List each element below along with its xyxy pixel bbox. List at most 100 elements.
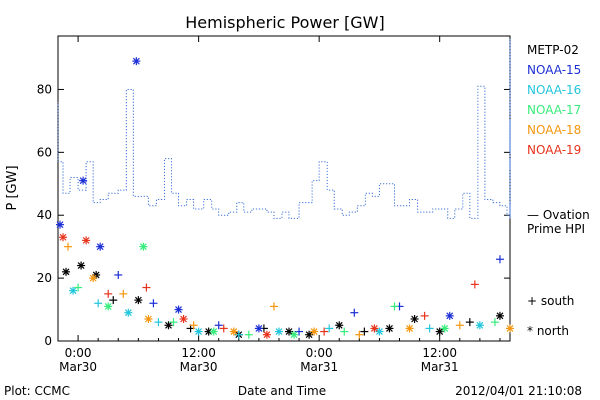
data-point [285,327,294,336]
plot-timestamp: 2012/04/01 21:10:08 [455,384,582,398]
data-point [410,314,419,323]
data-point [104,289,113,298]
data-point [82,236,91,245]
ovation-legend: — Ovation Prime HPI [527,208,590,236]
y-axis-label: P [GW] [5,165,20,210]
data-point [475,321,484,330]
data-point [229,327,238,336]
data-point [189,321,198,330]
data-point [114,270,123,279]
data-point [340,327,349,336]
x-axis-label: Date and Time [238,384,326,398]
data-point [62,267,71,276]
data-point [325,324,334,333]
data-point [124,308,133,317]
data-point [132,57,141,66]
y-tick-label: 20 [37,271,52,285]
data-point [470,280,479,289]
x-tick-label-time: 0:00 [65,346,92,360]
data-point [142,283,151,292]
data-point [209,327,218,336]
data-point [355,330,364,339]
data-point [262,330,271,339]
legend: METP-02 NOAA-15 NOAA-16 NOAA-17 NOAA-18 NOAA-… [527,43,581,157]
y-axis-ticks: 0 20 40 60 80 [37,82,510,348]
legend-entry: NOAA-19 [527,143,581,157]
data-point [360,327,369,336]
data-point [179,314,188,323]
data-point [104,302,113,311]
data-point [219,324,228,333]
data-point [94,299,103,308]
data-point [435,327,444,336]
legend-entry: NOAA-18 [527,123,581,137]
data-point [290,330,299,339]
data-point [64,242,73,251]
data-point [425,324,434,333]
data-point [194,327,203,336]
data-point [455,321,464,330]
x-tick-label-date: Mar31 [421,360,459,374]
data-point [59,233,68,242]
data-point [440,324,449,333]
data-point [310,327,319,336]
symbol-legend: + south * north [527,294,574,338]
data-point [490,318,499,327]
data-point [89,274,98,283]
legend-entry: NOAA-17 [527,103,581,117]
data-point [370,324,379,333]
data-point [96,242,105,251]
legend-entry: METP-02 [527,43,579,57]
data-point [390,302,399,311]
data-point [134,296,143,305]
data-point [495,255,504,264]
data-point [109,296,118,305]
data-point [254,324,263,333]
data-point [164,321,173,330]
x-tick-label-date: Mar31 [300,360,338,374]
y-tick-label: 80 [37,82,52,96]
data-point [405,324,414,333]
ovation-legend-line1: — Ovation [527,208,590,222]
ovation-hpi-line [57,39,511,219]
data-point [149,299,158,308]
x-tick-label-date: Mar30 [59,360,97,374]
symbol-legend-entry: + south [527,294,574,308]
symbol-legend-entry: * north [527,324,569,338]
data-point [420,311,429,320]
data-point [214,321,223,330]
legend-entry: NOAA-15 [527,63,581,77]
data-point [385,324,394,333]
data-point [274,327,283,336]
ovation-layer [57,39,511,219]
data-point [79,176,88,185]
data-point [77,261,86,270]
data-point [174,305,183,314]
chart-title: Hemispheric Power [GW] [185,13,384,32]
data-point [69,286,78,295]
data-points [56,57,514,339]
data-point [506,324,514,333]
x-tick-label-time: 0:00 [306,346,333,360]
data-point [139,242,148,251]
x-tick-label-date: Mar30 [180,360,218,374]
legend-entry: NOAA-16 [527,83,581,97]
data-point [445,311,454,320]
data-point [495,311,504,320]
x-tick-label-time: 12:00 [181,346,216,360]
y-tick-label: 0 [44,334,52,348]
y-tick-label: 40 [37,208,52,222]
data-point [320,327,329,336]
x-tick-label-time: 12:00 [422,346,457,360]
data-point [74,283,83,292]
plot-source-label: Plot: CCMC [4,384,70,398]
data-point [154,318,163,327]
data-point [269,302,278,311]
plot-frame [57,35,511,342]
data-point [350,308,359,317]
data-point [244,330,253,339]
data-point [169,318,178,327]
data-point [144,314,153,323]
